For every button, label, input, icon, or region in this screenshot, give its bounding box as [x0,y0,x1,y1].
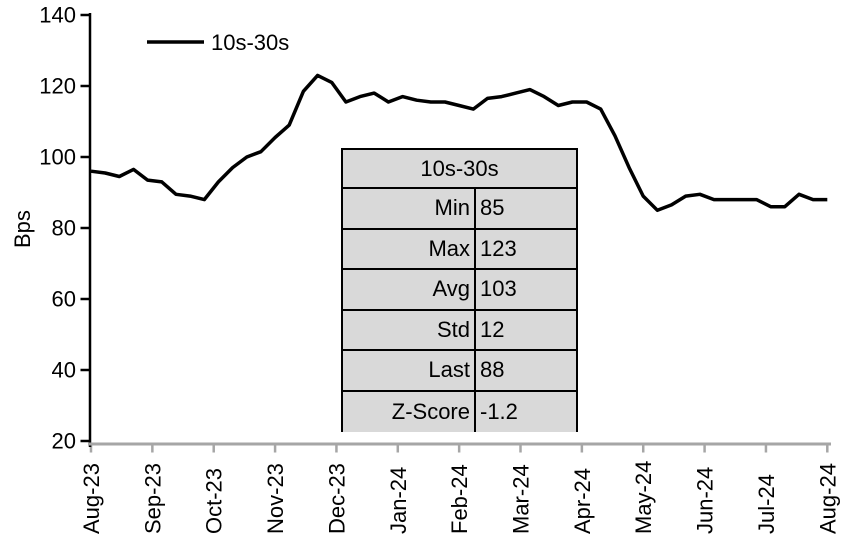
stat-label: Std [343,310,476,349]
stat-label: Avg [343,270,476,309]
stat-value: 103 [480,276,517,302]
legend: 10s-30s [147,30,289,55]
x-tick-label: Mar-24 [509,464,534,534]
x-axis-ticks: Aug-23 Sep-23 Oct-23 Nov-23 Dec-23 Jan-24 Feb-… [79,444,840,534]
stat-label: Z-Score [343,391,476,432]
x-tick-label: Sep-23 [140,463,165,534]
stat-value: 85 [480,195,505,221]
stats-table-row: Last 88 [343,351,576,392]
y-axis-ticks: 140 120 100 80 60 40 20 [39,3,90,454]
stats-table-title: 10s-30s [343,150,576,189]
x-tick-label: Oct-23 [202,468,227,534]
stat-label: Max [343,229,476,268]
x-tick-label: Apr-24 [570,468,595,534]
x-tick-label: Aug-24 [815,463,840,534]
x-tick-label: Nov-23 [263,463,288,534]
series-line-10s-30s [90,73,828,213]
y-tick-label: 80 [52,216,76,241]
stat-value: -1.2 [480,398,518,424]
stat-value: 88 [480,357,505,383]
stats-table-rows: Min 85 Max 123 Avg 103 Std 12 Last 88 Z-Score -1.2 [343,189,576,432]
stats-table-row: Z-Score -1.2 [343,391,576,432]
y-tick-label: 40 [52,358,76,383]
y-tick-label: 20 [52,429,76,454]
x-tick-label: Aug-23 [79,463,104,534]
x-tick-label: Jul-24 [754,474,779,534]
y-tick-label: 140 [39,3,76,28]
stats-table-row: Std 12 [343,310,576,351]
x-tick-label: Feb-24 [447,464,472,534]
stats-table-row: Min 85 [343,189,576,230]
stat-label: Min [343,189,476,228]
x-tick-label: May-24 [631,461,656,534]
stat-value: 12 [480,316,505,342]
y-tick-label: 100 [39,145,76,170]
x-tick-label: Jun-24 [693,467,718,534]
y-tick-label: 60 [52,287,76,312]
stats-table-row: Avg 103 [343,270,576,311]
stats-table-row: Max 123 [343,229,576,270]
legend-label: 10s-30s [211,30,289,55]
stat-value: 123 [480,235,517,261]
stat-label: Last [343,351,476,390]
y-axis-title: Bps [10,210,35,248]
y-tick-label: 120 [39,74,76,99]
x-tick-label: Jan-24 [386,467,411,534]
stats-table: 10s-30s Min 85 Max 123 Avg 103 Std 12 Last 88 Z-Sc… [341,148,578,432]
x-tick-label: Dec-23 [324,463,349,534]
